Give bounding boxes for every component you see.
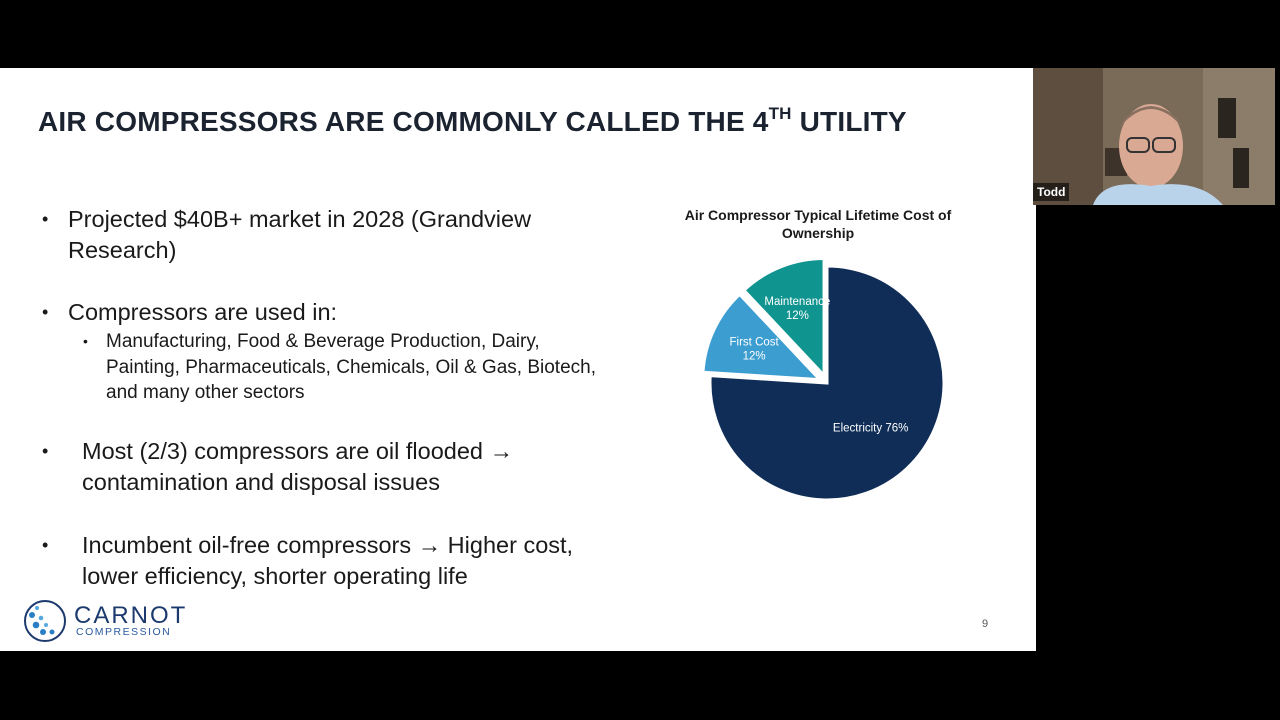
slide-title: AIR COMPRESSORS ARE COMMONLY CALLED THE … [38, 104, 907, 137]
pie-label-electricity: Electricity 76% [833, 422, 908, 434]
pie-slice-electricity [708, 264, 946, 502]
carnot-logo-icon [24, 600, 66, 642]
logo-subtitle: COMPRESSION [76, 626, 172, 638]
bullet-dot: • [42, 302, 49, 322]
title-superscript: TH [768, 104, 792, 123]
presentation-slide: AIR COMPRESSORS ARE COMMONLY CALLED THE … [0, 68, 1036, 651]
pie-label-maintenance: Maintenance [764, 296, 830, 308]
pie-slice-maintenance [741, 257, 826, 380]
bullet-dot: • [42, 209, 49, 229]
pie-label-maintenance: 12% [786, 310, 809, 322]
bullet-dot: • [42, 441, 49, 461]
participant-video-frame [1033, 68, 1275, 205]
sub-bullet-dot: • [83, 333, 88, 349]
bullet-dot: • [42, 535, 49, 555]
pie-label-first-cost: 12% [743, 351, 766, 363]
participant-name-label: Todd [1033, 183, 1070, 201]
participant-video[interactable] [1033, 68, 1275, 205]
chart-title: Air Compressor Typical Lifetime Cost of … [684, 207, 952, 241]
logo-wordmark: CARNOT [74, 602, 188, 629]
pie-label-first-cost: First Cost [730, 337, 780, 349]
pie-slice-first-cost [701, 292, 824, 382]
page-number: 9 [982, 618, 989, 630]
pie-chart: Electricity 76% First Cost 12% Maintenance 1… [701, 257, 946, 502]
